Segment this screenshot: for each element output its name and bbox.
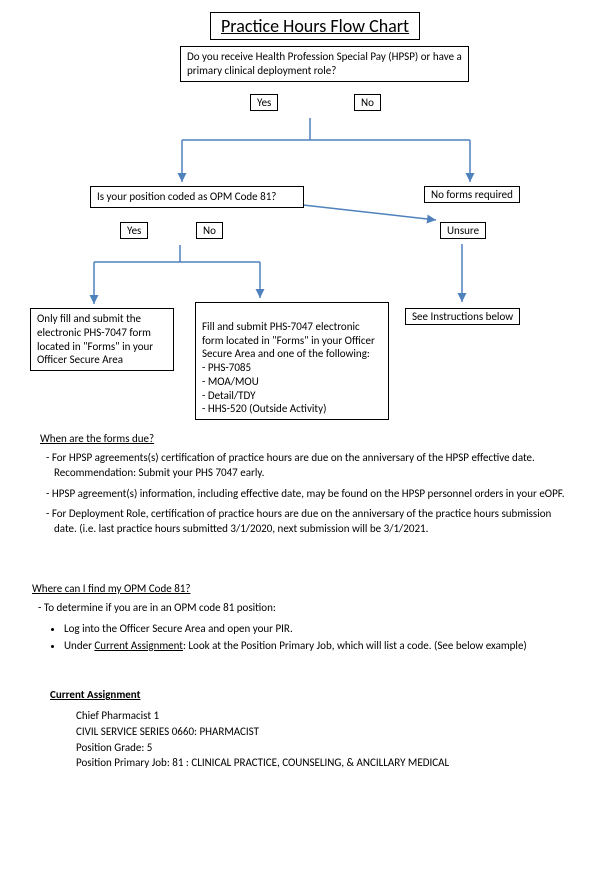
see-instructions-box: See Instructions below [405, 308, 520, 325]
opm-b2-under: Current Assignment [94, 639, 183, 652]
q1-box: Do you receive Health Profession Special… [180, 46, 469, 82]
q2-no-label: No [203, 224, 216, 237]
assign-heading: Current Assignment [50, 688, 570, 703]
opm-heading: Where can I find my OPM Code 81? [32, 582, 572, 597]
opm-bullet-2: Under Current Assignment: Look at the Po… [64, 639, 572, 654]
q2-yes-label: Yes [127, 224, 141, 237]
noforms-label: No forms required [431, 188, 513, 201]
due-heading: When are the forms due? [40, 432, 566, 447]
title-text: Practice Hours Flow Chart [221, 15, 409, 37]
opm-section: Where can I find my OPM Code 81? - To de… [32, 582, 572, 659]
assign-heading-text: Current Assignment [50, 688, 140, 701]
opm-b2-pre: Under [64, 639, 94, 652]
q1-text: Do you receive Health Profession Special… [187, 50, 462, 77]
q2-no: No [196, 222, 223, 239]
result-yes81-box: Only fill and submit the electronic PHS-… [30, 308, 174, 371]
assign-l4: Position Primary Job: 81 : CLINICAL PRAC… [76, 756, 570, 771]
q1-no-label: No [361, 96, 374, 109]
q1-yes-label: Yes [257, 96, 271, 109]
noforms-box: No forms required [424, 186, 520, 203]
due-p3: - For Deployment Role, certification of … [40, 507, 566, 537]
opm-b2-post: : Look at the Position Primary Job, whic… [183, 639, 527, 652]
assignment-section: Current Assignment Chief Pharmacist 1 CI… [50, 688, 570, 772]
opm-bullets: Log into the Officer Secure Area and ope… [32, 622, 572, 654]
unsure-label: Unsure [447, 224, 479, 237]
opm-intro: - To determine if you are in an OPM code… [32, 601, 572, 616]
q2-yes: Yes [120, 222, 148, 239]
q1-no: No [354, 94, 381, 111]
assign-l3: Position Grade: 5 [76, 741, 570, 756]
see-instructions-label: See Instructions below [412, 310, 513, 323]
due-p2: - HPSP agreement(s) information, includi… [40, 487, 566, 502]
result-no81-box: Fill and submit PHS-7047 electronic form… [195, 302, 389, 420]
q1-yes: Yes [250, 94, 278, 111]
page-title: Practice Hours Flow Chart [210, 12, 420, 40]
q2-box: Is your position coded as OPM Code 81? [90, 186, 304, 208]
opm-bullet-1: Log into the Officer Secure Area and ope… [64, 622, 572, 637]
assign-l2: CIVIL SERVICE SERIES 0660: PHARMACIST [76, 725, 570, 740]
unsure-box: Unsure [440, 222, 486, 239]
due-section: When are the forms due? - For HPSP agree… [40, 432, 566, 543]
due-p1: - For HPSP agreements(s) certification o… [40, 451, 566, 481]
page-canvas: { "title": "Practice Hours Flow Chart", … [0, 0, 604, 880]
assign-l1: Chief Pharmacist 1 [76, 709, 570, 724]
result-no81-text: Fill and submit PHS-7047 electronic form… [202, 320, 375, 416]
result-yes81-text: Only fill and submit the electronic PHS-… [37, 312, 153, 366]
assign-lines: Chief Pharmacist 1 CIVIL SERVICE SERIES … [50, 709, 570, 771]
q2-text: Is your position coded as OPM Code 81? [97, 190, 276, 203]
